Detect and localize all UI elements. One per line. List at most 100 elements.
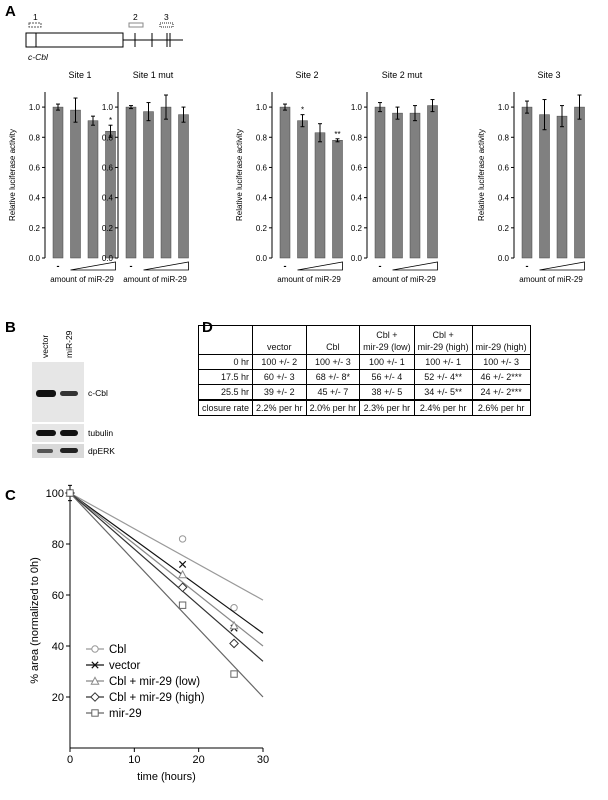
x-tick-label: 10: [128, 754, 140, 766]
y-tick-label: 0.8: [29, 133, 41, 142]
fit-line: [69, 492, 264, 634]
y-tick-label: 0.8: [102, 133, 114, 142]
table-cell: 100 +/- 1: [413, 354, 473, 370]
fit-line: [69, 492, 264, 698]
band: [36, 430, 56, 436]
y-tick-label: 0.6: [29, 163, 41, 172]
y-tick-label: 0.6: [102, 163, 114, 172]
table-cell: 100 +/- 3: [471, 354, 531, 370]
table-header: Cbl + mir-29 (low): [359, 325, 415, 355]
x-tick-label: 0: [67, 754, 73, 766]
y-tick-label: 0.2: [256, 224, 268, 233]
table-cell: 38 +/- 5: [359, 384, 415, 401]
bar: [70, 109, 81, 259]
data-point: [66, 489, 74, 497]
table-cell: 2.4% per hr: [413, 399, 473, 416]
y-tick-label: 0.4: [256, 194, 268, 203]
closure-rate-table: vector Cbl Cbl + mir-29 (low) Cbl + mir-…: [197, 325, 531, 416]
bar: [87, 120, 99, 259]
y-tick-label: 0.2: [498, 224, 510, 233]
series: [65, 488, 264, 662]
dose-wedge: [539, 261, 585, 271]
bar: [374, 106, 386, 259]
legend-label: Cbl: [109, 644, 126, 656]
y-tick-label: 0.0: [102, 254, 114, 263]
gene-label: c-Cbl: [28, 52, 49, 62]
table-cell: 24 +/- 2***: [471, 384, 531, 401]
table-cell: 52 +/- 4**: [413, 369, 473, 385]
bar: [539, 114, 550, 259]
legend-label: mir-29: [109, 708, 142, 720]
bar-chart: Site 1 0.0 0.2 0.4 0.6 0.8 1.0 Relative lucifer…: [8, 70, 116, 284]
site-1-mark: [28, 22, 42, 28]
chart-title: Site 1: [68, 70, 91, 80]
x-tick-label: 30: [257, 754, 269, 766]
legend-entry: Cbl + mir-29 (high): [86, 692, 205, 704]
site-number: 1: [33, 12, 38, 22]
panel-c-chart: 0 10 20 30 20 40 60 80 100 time (hours) % area (no…: [29, 484, 269, 783]
site-2-mark: [128, 22, 144, 28]
series: [66, 484, 264, 612]
legend-entry: vector: [86, 660, 140, 672]
bar-chart: Site 2 0.0 0.2 0.4 0.6 0.8 1.0 Relative lucifer…: [235, 70, 343, 284]
x-axis-label: amount of miR-29: [123, 275, 187, 284]
control-label: -: [130, 261, 133, 271]
y-tick-label: 1.0: [29, 103, 41, 112]
table-cell: 100 +/- 1: [359, 354, 415, 370]
x-axis-label: amount of miR-29: [372, 275, 436, 284]
data-point: [230, 604, 238, 612]
x-axis-label: time (hours): [137, 771, 196, 783]
table-header: Cbl: [305, 325, 361, 355]
control-label: -: [526, 261, 529, 271]
series: [65, 488, 264, 647]
band: [36, 390, 56, 397]
table-cell: 60 +/- 3: [252, 369, 307, 385]
table-cell: 68 +/- 8*: [305, 369, 361, 385]
bar: [556, 115, 568, 259]
blot-membrane: [32, 444, 84, 458]
y-axis-label: Relative luciferase activity: [477, 129, 486, 221]
bar: [297, 120, 308, 259]
row-label: 25.5 hr: [197, 384, 254, 401]
control-label: -: [284, 261, 287, 271]
bar: [332, 140, 343, 259]
table-row: closure rate 2.2% per hr 2.0% per hr 2.3…: [197, 399, 531, 416]
bar: [521, 106, 533, 259]
dose-wedge: [392, 261, 438, 271]
y-tick-label: 0.0: [29, 254, 41, 263]
table-cell: 100 +/- 3: [305, 354, 361, 370]
x-axis-label: amount of miR-29: [519, 275, 583, 284]
series: [66, 489, 264, 634]
band-label: tubulin: [88, 428, 113, 438]
y-tick-label: 0.2: [351, 224, 363, 233]
significance-mark: **: [334, 130, 340, 139]
y-axis-label: Relative luciferase activity: [235, 129, 244, 221]
legend-marker: [91, 645, 99, 653]
table-row: 0 hr 100 +/- 2 100 +/- 3 100 +/- 1 100 +…: [197, 354, 531, 370]
data-point: [230, 670, 238, 678]
y-tick-label: 1.0: [102, 103, 114, 112]
y-axis-label: Relative luciferase activity: [8, 129, 17, 221]
legend-label: Cbl + mir-29 (low): [109, 676, 200, 688]
control-label: -: [57, 261, 60, 271]
series: [66, 489, 264, 698]
bar: [409, 112, 421, 259]
gene-schematic: 1 2 3 c-Cbl: [25, 12, 183, 62]
legend-entry: mir-29: [86, 708, 142, 720]
site-number: 2: [133, 12, 138, 22]
band-label: c-Cbl: [88, 388, 108, 398]
legend-entry: Cbl: [86, 644, 126, 656]
row-label: closure rate: [197, 399, 254, 416]
dose-wedge: [297, 261, 343, 271]
table-header: Cbl + mir-29 (high): [413, 325, 473, 355]
bar: [279, 106, 291, 259]
control-label: -: [379, 261, 382, 271]
bar: [52, 106, 64, 259]
y-tick-label: 80: [52, 539, 64, 551]
table-cell: 100 +/- 2: [252, 354, 307, 370]
panel-b-blot: vector miR-29 c-Cbl tubulin dpERK: [32, 330, 115, 458]
bar: [125, 106, 137, 259]
y-tick-label: 1.0: [498, 103, 510, 112]
data-point: [178, 569, 188, 579]
data-point: [178, 560, 187, 569]
